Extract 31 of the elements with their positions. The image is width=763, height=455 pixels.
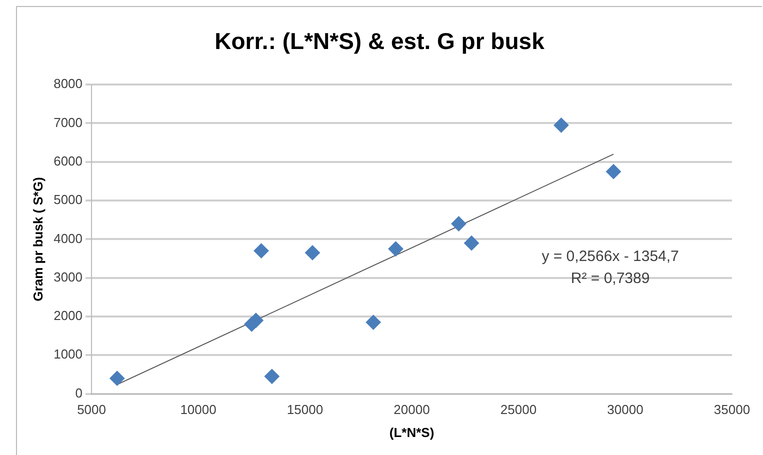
annotation: R² = 0,7389 [570, 270, 650, 287]
y-tick-label: 4000 [54, 230, 83, 246]
y-tick-label: 6000 [54, 153, 83, 168]
point [388, 241, 404, 256]
y-tick-label: 2000 [54, 308, 83, 324]
point [254, 243, 269, 258]
annotation: y = 0,2566x - 1354,7 [542, 248, 679, 265]
y-tick-label: 5000 [54, 192, 83, 208]
y-axis-title: Gram pr busk ( S*G) [30, 177, 46, 302]
y-tick-label: 8000 [54, 76, 83, 92]
x-tick-label: 25000 [500, 402, 537, 418]
point [451, 216, 466, 232]
point [554, 118, 569, 133]
y-tick-label: 7000 [54, 114, 83, 130]
chart-title: Korr.: (L*N*S) & est. G pr busk [214, 28, 545, 54]
y-tick-label: 0 [75, 385, 83, 400]
point [110, 370, 125, 386]
point [366, 314, 381, 330]
x-tick-label: 15000 [286, 402, 324, 418]
x-tick-label: 35000 [714, 402, 750, 418]
point [264, 368, 280, 384]
x-tick-label: 5000 [77, 402, 106, 418]
y-tick-label: 1000 [54, 346, 83, 362]
x-tick-label: 10000 [180, 402, 216, 418]
y-tick-label: 3000 [54, 269, 83, 284]
point [606, 164, 622, 180]
x-tick-label: 20000 [394, 402, 430, 418]
point [464, 236, 480, 251]
point [304, 245, 320, 260]
x-axis-title: (L*N*S) [389, 424, 434, 440]
x-tick-label: 30000 [607, 402, 644, 418]
